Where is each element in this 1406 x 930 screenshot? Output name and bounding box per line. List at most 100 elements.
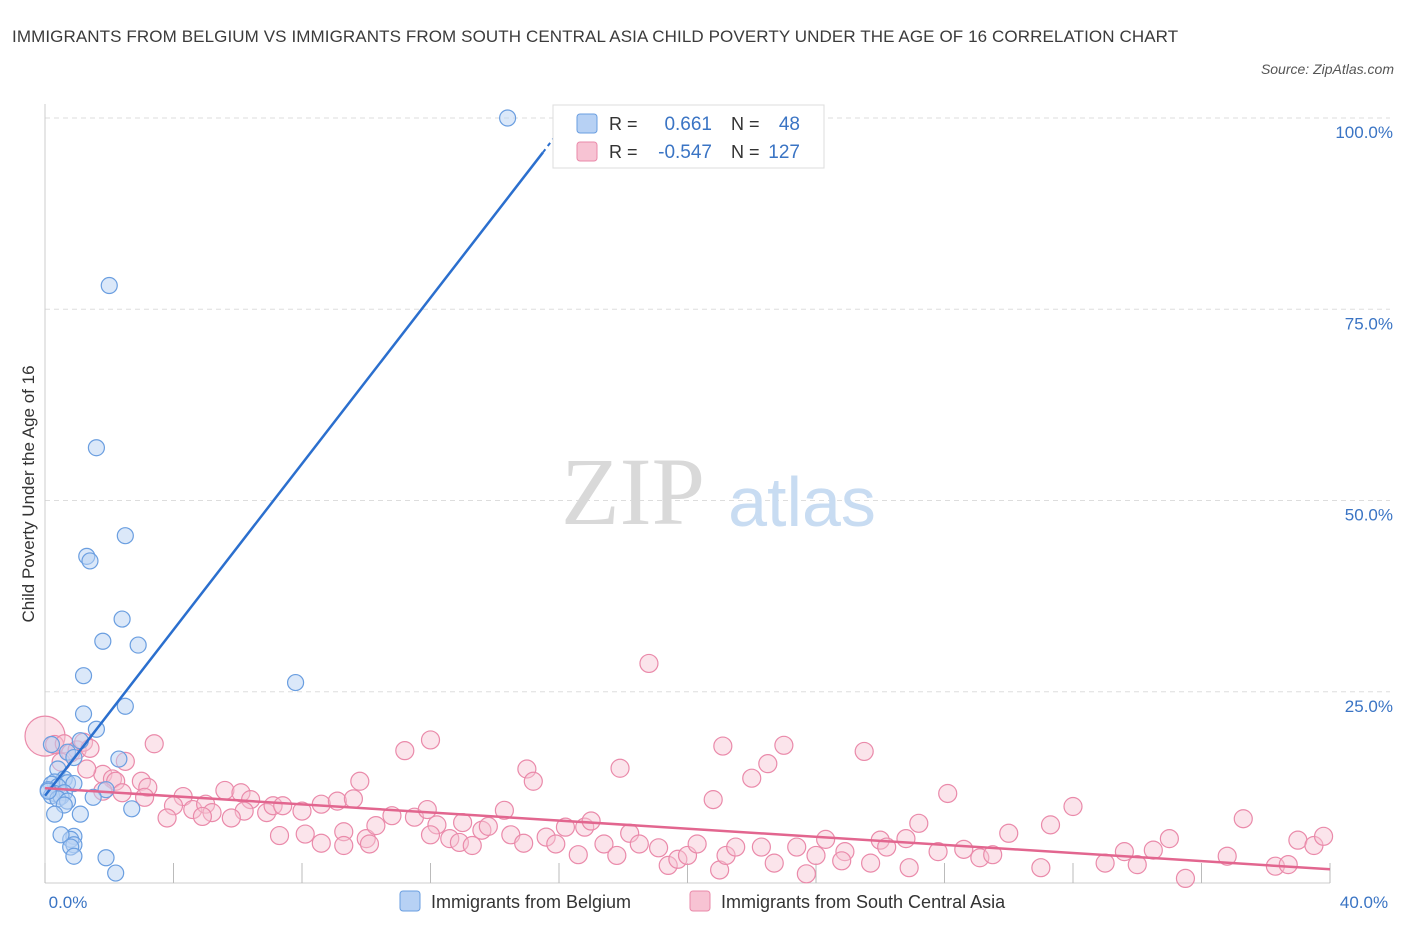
- data-point-asia: [899, 858, 919, 878]
- data-point-asia: [1127, 855, 1147, 875]
- data-point-belgium: [42, 735, 61, 754]
- series-legend-swatch-belgium: [399, 890, 421, 912]
- data-point-asia: [1095, 853, 1115, 873]
- source-credit: Source: ZipAtlas.com: [1260, 61, 1394, 77]
- stats-legend: R = 0.661 N = 48 R = -0.547 N = 127: [552, 104, 825, 169]
- data-point-belgium: [74, 667, 93, 685]
- data-point-asia: [478, 816, 498, 836]
- data-point-asia: [546, 834, 566, 854]
- data-point-asia: [295, 824, 315, 844]
- tick-labels: 100.0% 75.0% 50.0% 25.0% 0.0% 40.0%: [49, 123, 1393, 912]
- data-point-belgium: [129, 636, 147, 654]
- data-point-asia: [758, 754, 778, 774]
- legend-r-value: -0.547: [658, 142, 712, 163]
- data-point-belgium: [84, 788, 102, 806]
- data-point-asia: [861, 853, 881, 873]
- data-point-asia: [742, 768, 762, 788]
- data-point-asia: [639, 653, 659, 674]
- data-point-asia: [269, 825, 290, 846]
- data-point-asia: [854, 741, 874, 762]
- data-point-asia: [648, 838, 669, 858]
- data-point-belgium: [87, 439, 106, 457]
- data-point-asia: [774, 735, 794, 755]
- x-tick-label: 0.0%: [49, 893, 88, 912]
- data-point-asia: [764, 853, 784, 873]
- data-point-belgium: [113, 610, 131, 628]
- data-point-asia: [417, 799, 437, 820]
- data-point-belgium: [107, 864, 125, 882]
- data-point-asia: [1040, 815, 1061, 835]
- data-point-asia: [938, 783, 958, 804]
- data-point-asia: [610, 758, 630, 778]
- data-point-asia: [273, 796, 293, 816]
- series-south-central-asia-points: [24, 653, 1334, 889]
- data-point-asia: [568, 845, 588, 865]
- data-point-asia: [1159, 829, 1179, 849]
- data-point-belgium: [116, 697, 134, 715]
- data-point-belgium: [100, 276, 118, 295]
- data-point-asia: [607, 845, 627, 866]
- data-point-asia: [292, 801, 312, 821]
- data-point-belgium: [110, 750, 128, 768]
- watermark-zip: ZIP: [561, 438, 705, 545]
- data-point-asia: [334, 835, 354, 856]
- data-point-asia: [1217, 846, 1237, 866]
- data-point-asia: [796, 864, 816, 884]
- data-point-asia: [221, 808, 241, 828]
- data-point-asia: [157, 808, 177, 828]
- data-point-asia: [751, 837, 771, 857]
- data-point-asia: [395, 741, 415, 761]
- data-point-asia: [517, 759, 537, 779]
- data-point-belgium: [81, 552, 99, 570]
- data-point-asia: [440, 829, 460, 849]
- data-point-belgium: [46, 805, 64, 823]
- data-point-asia: [555, 817, 576, 837]
- data-point-asia: [787, 837, 807, 857]
- data-point-asia: [192, 806, 213, 827]
- series-legend-label-belgium: Immigrants from Belgium: [431, 892, 631, 912]
- chart-title: IMMIGRANTS FROM BELGIUM VS IMMIGRANTS FR…: [12, 27, 1179, 46]
- data-point-asia: [629, 834, 649, 854]
- data-point-asia: [334, 822, 354, 842]
- legend-r-value: 0.661: [664, 114, 712, 135]
- legend-r-label: R =: [609, 114, 638, 134]
- data-point-asia: [523, 771, 543, 791]
- data-point-belgium: [71, 805, 89, 823]
- trend-line-belgium: [44, 151, 544, 797]
- data-point-asia: [954, 839, 974, 859]
- data-point-asia: [427, 815, 447, 835]
- legend-swatch-belgium: [576, 113, 598, 134]
- data-point-asia: [453, 812, 473, 833]
- data-point-asia: [514, 833, 534, 853]
- data-point-asia: [202, 803, 222, 823]
- x-tick-label: 40.0%: [1340, 893, 1388, 912]
- y-tick-label: 75.0%: [1345, 314, 1393, 333]
- data-point-asia: [1143, 840, 1163, 860]
- data-point-asia: [536, 827, 556, 847]
- data-point-asia: [1233, 809, 1253, 829]
- stats-legend-box: [552, 104, 825, 169]
- data-point-asia: [1288, 830, 1308, 850]
- data-point-belgium: [286, 673, 305, 692]
- data-point-belgium: [499, 109, 517, 127]
- data-point-asia: [726, 837, 746, 857]
- data-point-asia: [215, 780, 235, 801]
- legend-n-label: N =: [731, 142, 760, 162]
- data-point-asia: [668, 849, 688, 869]
- data-point-asia: [350, 771, 370, 791]
- data-point-asia: [359, 834, 380, 854]
- watermark-atlas: atlas: [728, 463, 876, 541]
- data-point-belgium: [71, 732, 89, 750]
- data-point-asia: [343, 789, 363, 809]
- series-legend-swatch-asia: [689, 890, 711, 912]
- data-point-asia: [183, 799, 203, 820]
- y-tick-label: 100.0%: [1335, 123, 1393, 142]
- data-point-belgium: [97, 781, 115, 799]
- data-point-asia: [144, 734, 164, 754]
- data-point-asia: [356, 829, 376, 849]
- legend-r-label: R =: [609, 142, 638, 162]
- data-point-asia: [1278, 855, 1298, 875]
- series-legend-label-asia: Immigrants from South Central Asia: [721, 892, 1006, 912]
- legend-n-label: N =: [731, 114, 760, 134]
